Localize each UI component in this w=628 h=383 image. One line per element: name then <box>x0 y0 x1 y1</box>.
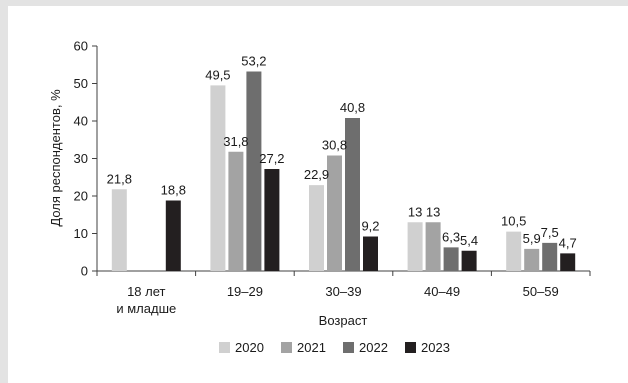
legend-swatch <box>281 342 292 353</box>
legend-label: 2023 <box>421 340 450 355</box>
data-label: 10,5 <box>501 214 526 229</box>
x-category-label: 40–49 <box>424 284 460 299</box>
y-tick-label: 50 <box>74 76 88 91</box>
legend-swatch <box>343 342 354 353</box>
legend: 2020 2021 2022 2023 <box>219 340 450 355</box>
bar <box>506 231 522 271</box>
x-category-label: 19–29 <box>227 284 263 299</box>
data-label: 5,9 <box>523 231 541 246</box>
legend-label: 2020 <box>235 340 264 355</box>
y-tick-label: 60 <box>74 39 88 54</box>
data-label: 6,3 <box>442 229 460 244</box>
legend-label: 2022 <box>359 340 388 355</box>
bar <box>246 71 262 271</box>
bar <box>425 222 441 271</box>
x-axis: 18 лет и младше 19–29 30–39 40–49 50–59 <box>96 270 591 316</box>
y-tick-label: 30 <box>74 151 88 166</box>
data-label: 7,5 <box>541 225 559 240</box>
data-label: 13 <box>426 204 440 219</box>
x-category-label: 30–39 <box>325 284 361 299</box>
bar <box>228 151 244 271</box>
bar <box>407 222 423 271</box>
bar <box>327 155 342 271</box>
data-label: 5,4 <box>460 233 478 248</box>
bar <box>309 185 324 271</box>
frame-left-border <box>0 0 8 383</box>
data-label: 30,8 <box>322 138 347 153</box>
data-label: 22,9 <box>304 167 329 182</box>
data-label: 53,2 <box>241 54 266 69</box>
y-axis: 0 10 20 30 40 50 60 <box>74 39 98 279</box>
data-label: 21,8 <box>107 171 132 186</box>
data-label: 18,8 <box>161 183 186 198</box>
bar <box>560 253 576 271</box>
data-label: 40,8 <box>340 100 365 115</box>
data-label: 49,5 <box>205 67 230 82</box>
bars <box>111 71 576 271</box>
legend-swatch <box>405 342 416 353</box>
y-tick-label: 40 <box>74 114 88 129</box>
y-axis-title: Доля респондентов, % <box>48 89 63 227</box>
data-label: 31,8 <box>223 134 248 149</box>
y-tick-label: 20 <box>74 189 88 204</box>
data-label: 4,7 <box>559 235 577 250</box>
legend-label: 2021 <box>297 340 326 355</box>
x-category-label: 18 лет <box>127 284 165 299</box>
data-label: 9,2 <box>361 219 379 234</box>
bar <box>443 247 459 271</box>
bar <box>363 236 378 271</box>
bar <box>111 189 127 271</box>
legend-swatch <box>219 342 230 353</box>
bar <box>461 250 477 271</box>
bar <box>542 242 558 271</box>
bar <box>264 169 280 271</box>
y-tick-label: 10 <box>74 226 88 241</box>
bar <box>345 118 360 271</box>
x-axis-title: Возраст <box>319 313 368 328</box>
x-category-label: 50–59 <box>523 284 559 299</box>
y-tick-label: 0 <box>81 264 88 279</box>
bar <box>524 248 540 271</box>
data-label: 13 <box>408 204 422 219</box>
bar <box>210 85 226 271</box>
data-labels: 21,8 18,8 49,5 31,8 53,2 27,2 22,9 30,8 40,8 9,2 1… <box>107 54 577 251</box>
bar <box>165 200 181 271</box>
data-label: 27,2 <box>259 151 284 166</box>
frame-top-border <box>0 0 628 6</box>
x-category-label: и младше <box>116 301 176 316</box>
